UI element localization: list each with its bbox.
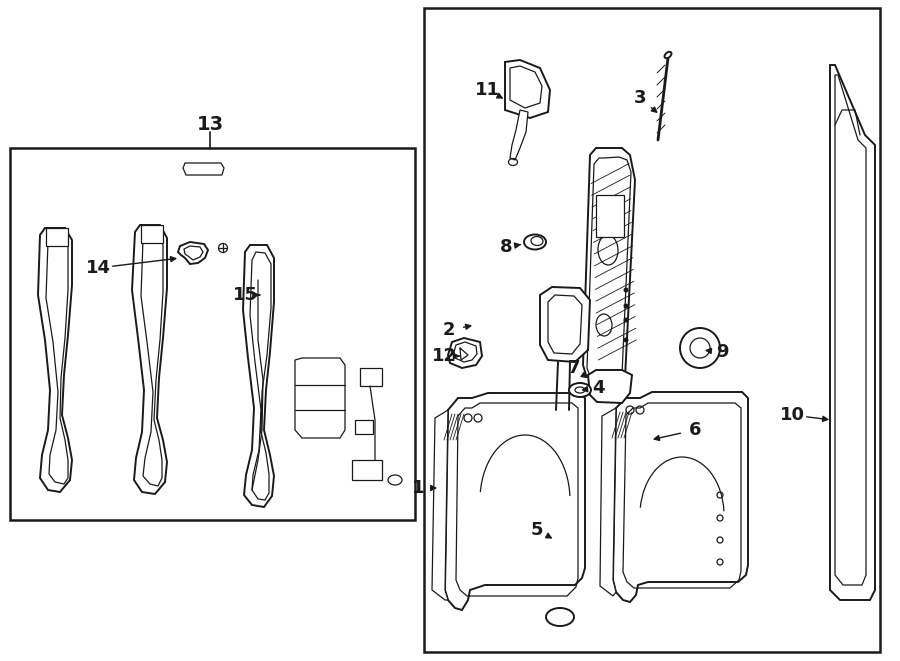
Polygon shape <box>295 358 345 438</box>
Polygon shape <box>243 245 274 507</box>
Polygon shape <box>132 225 167 494</box>
Text: 12: 12 <box>431 347 456 365</box>
Text: 4: 4 <box>592 379 604 397</box>
Polygon shape <box>448 338 482 368</box>
Polygon shape <box>445 393 585 610</box>
Text: 3: 3 <box>634 89 646 107</box>
Polygon shape <box>830 65 875 600</box>
Polygon shape <box>583 148 635 388</box>
Text: 2: 2 <box>443 321 455 339</box>
Polygon shape <box>613 392 748 602</box>
Polygon shape <box>505 60 550 118</box>
Ellipse shape <box>388 475 402 485</box>
Bar <box>355 420 373 434</box>
Bar <box>596 195 624 237</box>
Polygon shape <box>540 287 590 362</box>
Bar <box>352 460 382 480</box>
Polygon shape <box>432 410 448 600</box>
Circle shape <box>680 328 720 368</box>
Polygon shape <box>600 408 616 596</box>
Polygon shape <box>38 228 72 492</box>
Polygon shape <box>184 246 203 260</box>
Polygon shape <box>548 295 582 354</box>
Polygon shape <box>835 75 866 585</box>
Polygon shape <box>510 66 542 108</box>
Bar <box>46 228 68 246</box>
Text: 13: 13 <box>196 116 223 134</box>
Polygon shape <box>588 370 632 403</box>
Circle shape <box>624 338 628 342</box>
Text: 1: 1 <box>412 479 424 497</box>
Ellipse shape <box>219 243 228 253</box>
Bar <box>10 148 415 520</box>
Text: 8: 8 <box>500 238 512 256</box>
Text: 10: 10 <box>779 406 805 424</box>
Text: 6: 6 <box>688 421 701 439</box>
Text: 11: 11 <box>474 81 500 99</box>
Bar <box>360 368 382 386</box>
Text: 7: 7 <box>568 359 580 377</box>
Text: 14: 14 <box>86 259 111 277</box>
Polygon shape <box>183 163 224 175</box>
Polygon shape <box>454 342 477 362</box>
Ellipse shape <box>664 52 671 58</box>
Ellipse shape <box>569 383 591 397</box>
Text: 15: 15 <box>232 286 257 304</box>
Circle shape <box>624 303 628 309</box>
Text: 9: 9 <box>716 343 728 361</box>
Bar <box>424 8 880 652</box>
Circle shape <box>624 317 628 323</box>
Ellipse shape <box>524 235 546 249</box>
Bar <box>141 225 163 243</box>
Ellipse shape <box>546 608 574 626</box>
Polygon shape <box>510 110 528 160</box>
Text: 5: 5 <box>531 521 544 539</box>
Polygon shape <box>178 242 208 264</box>
Circle shape <box>624 288 628 293</box>
